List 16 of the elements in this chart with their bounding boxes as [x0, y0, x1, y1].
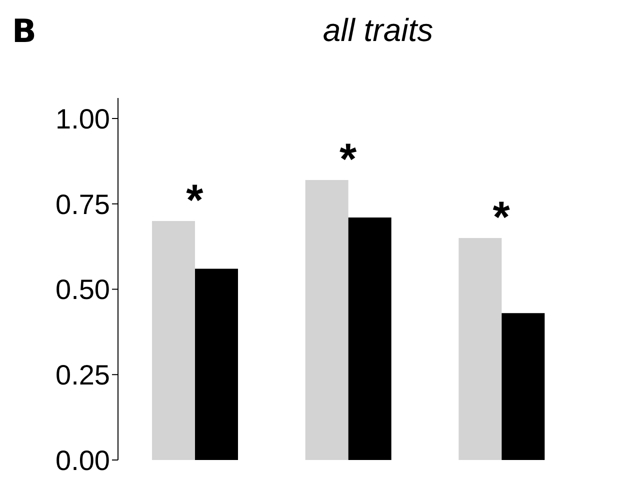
y-tick-label: 0.50	[56, 274, 110, 306]
bar	[502, 313, 545, 460]
chart-title: all traits	[322, 12, 434, 49]
bar	[152, 220, 195, 460]
text: B	[12, 12, 36, 50]
y-tick-label: 0.00	[56, 444, 110, 476]
y-tick-label: 0.75	[56, 188, 110, 220]
bar	[305, 180, 348, 460]
y-tick-label: 0.25	[56, 360, 110, 391]
annotation: *	[492, 193, 511, 242]
bar	[195, 268, 238, 460]
bar	[348, 218, 392, 460]
annotation: *	[339, 134, 358, 184]
y-tick-label: 1.00	[56, 103, 110, 134]
annotation: *	[186, 176, 204, 225]
bar	[458, 238, 502, 460]
